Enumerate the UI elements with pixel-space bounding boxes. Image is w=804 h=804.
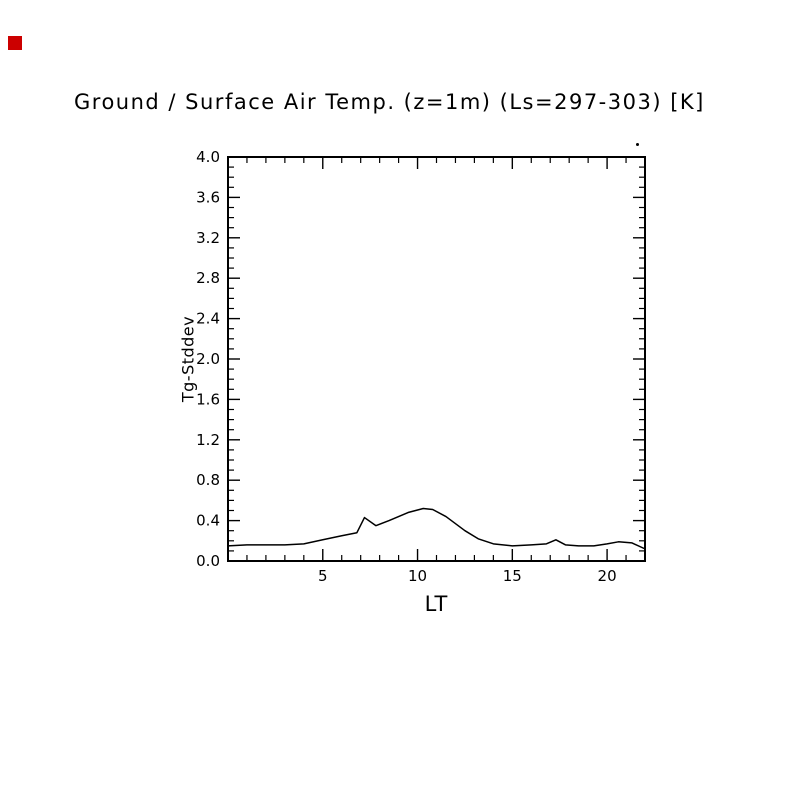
y-tick-label: 4.0 xyxy=(196,148,220,166)
x-tick-label: 15 xyxy=(503,567,522,585)
stray-dot xyxy=(636,143,639,146)
x-tick-label: 20 xyxy=(598,567,617,585)
y-tick-label: 2.8 xyxy=(196,269,220,287)
data-series-line xyxy=(227,507,646,550)
y-tick-label: 2.0 xyxy=(196,350,220,368)
x-tick-label: 10 xyxy=(408,567,427,585)
x-tick-label: 5 xyxy=(318,567,328,585)
chart-title: Ground / Surface Air Temp. (z=1m) (Ls=29… xyxy=(74,90,705,114)
y-tick-label: 1.2 xyxy=(196,431,220,449)
y-tick-label: 3.6 xyxy=(196,188,220,206)
y-tick-label: 1.6 xyxy=(196,390,220,408)
y-axis-label-text: Tg-Stddev xyxy=(178,315,198,403)
red-square-marker xyxy=(8,36,22,50)
y-tick-label: 2.4 xyxy=(196,310,220,328)
x-axis-label: LT xyxy=(424,592,449,616)
y-tick-label: 0.0 xyxy=(196,552,220,570)
y-tick-label: 3.2 xyxy=(196,229,220,247)
y-tick-label: 0.4 xyxy=(196,512,220,530)
y-tick-label: 0.8 xyxy=(196,471,220,489)
